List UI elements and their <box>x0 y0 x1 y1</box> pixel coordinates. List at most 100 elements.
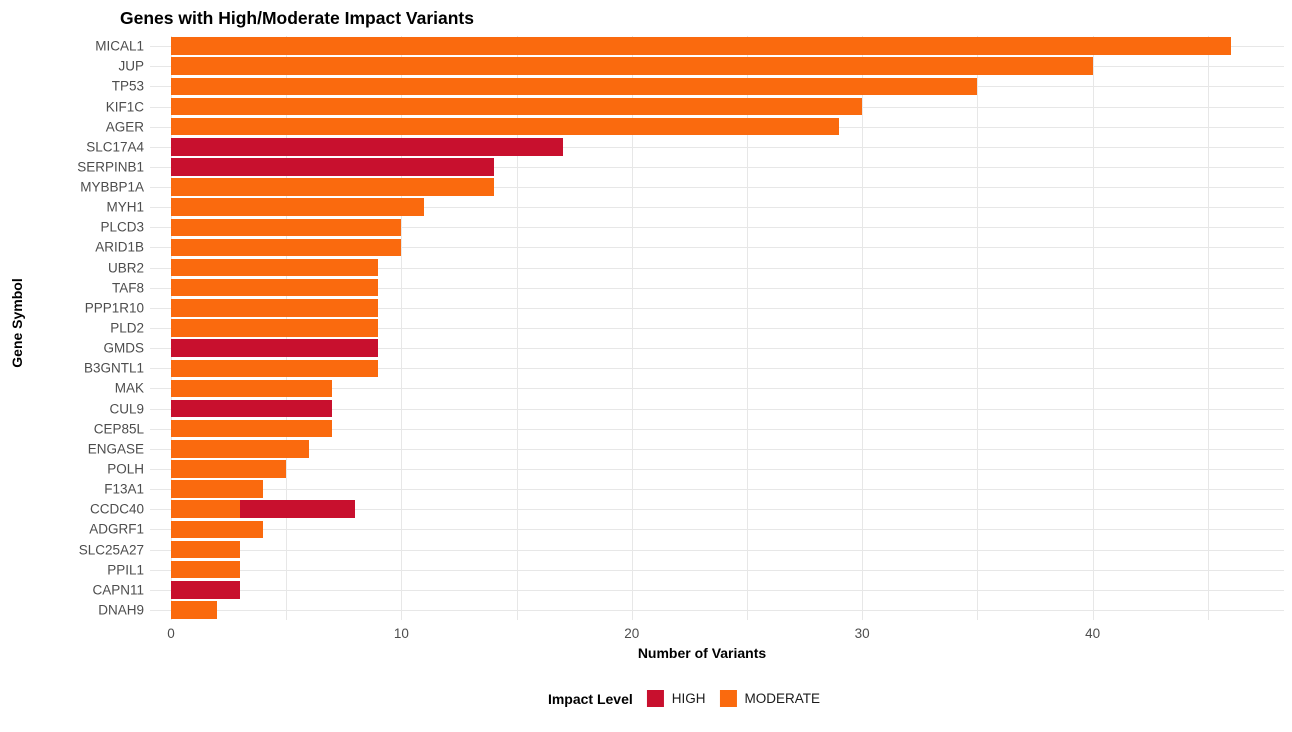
gridline-x <box>862 36 864 620</box>
bar-segment-moderate <box>171 419 333 438</box>
gene-label: KIF1C <box>105 99 144 114</box>
gene-label: POLH <box>107 461 144 477</box>
x-axis-title: Number of Variants <box>637 645 767 661</box>
gridline-x <box>516 36 518 620</box>
gridline-y <box>150 549 1284 551</box>
gene-label: TAF8 <box>111 280 144 296</box>
legend-swatch-high <box>646 690 664 707</box>
gene-label: JUP <box>118 58 144 74</box>
legend-title: Impact Level <box>547 690 633 707</box>
bar-segment-moderate <box>171 37 1231 55</box>
gridline-x <box>401 36 403 620</box>
gene-label: SERPINB1 <box>77 159 144 175</box>
bar-segment-moderate <box>171 238 402 257</box>
gene-label: B3GNTL1 <box>83 360 144 376</box>
bar-segment-moderate <box>171 520 264 539</box>
gridline-x <box>1207 36 1209 620</box>
bar-segment-moderate <box>171 117 840 136</box>
x-tick-label: 0 <box>167 626 175 641</box>
bar-segment-moderate <box>171 218 402 237</box>
gene-label: CAPN11 <box>92 582 144 598</box>
gene-label: MYBBP1A <box>80 179 144 195</box>
gene-label: MYH1 <box>106 199 144 215</box>
gridline-y <box>150 569 1284 571</box>
gridline-x <box>1092 36 1094 620</box>
gene-label: DNAH9 <box>98 602 144 618</box>
gene-label: PPP1R10 <box>84 300 144 316</box>
gene-label: AGER <box>105 119 144 135</box>
bar-segment-moderate <box>171 480 264 498</box>
plot-panel <box>150 36 1284 620</box>
gridline-y <box>150 428 1284 430</box>
gridline-y <box>150 166 1284 168</box>
bar-segment-moderate <box>171 379 333 398</box>
bar-segment-high <box>171 158 494 176</box>
x-tick-label: 30 <box>854 626 870 641</box>
gene-label: MAK <box>114 380 144 396</box>
gene-label: CEP85L <box>93 421 144 437</box>
bar-segment-moderate <box>171 198 425 216</box>
bar-segment-high <box>171 399 333 418</box>
gridline-y <box>150 489 1284 491</box>
gridline-y <box>150 408 1284 410</box>
gridline-y <box>150 368 1284 370</box>
gene-label: MICAL1 <box>95 38 144 54</box>
gene-label: SLC17A4 <box>86 139 144 155</box>
gridline-y <box>150 469 1284 470</box>
bar-segment-moderate <box>171 178 494 196</box>
gridline-y <box>150 207 1284 209</box>
bar-segment-moderate <box>171 278 379 297</box>
bar-segment-moderate <box>171 601 218 619</box>
gene-label: TP53 <box>111 78 144 94</box>
bar-segment-moderate <box>171 57 1093 75</box>
legend-label: HIGH <box>671 691 706 706</box>
legend-swatch-moderate <box>719 690 737 707</box>
x-tick-label: 20 <box>624 626 640 641</box>
bar-segment-moderate <box>171 299 379 317</box>
gridline-y <box>150 328 1284 329</box>
bar-segment-moderate <box>171 440 310 458</box>
bar-segment-high <box>171 581 241 599</box>
gridline-y <box>150 287 1284 289</box>
gridline-y <box>150 388 1284 390</box>
gridline-y <box>150 529 1284 531</box>
gridline-y <box>150 227 1284 229</box>
gene-label: ENGASE <box>87 441 144 457</box>
gene-label: SLC25A27 <box>78 542 144 557</box>
bar-segment-moderate <box>171 77 978 96</box>
gene-label: F13A1 <box>104 481 144 497</box>
bar-segment-moderate <box>171 359 379 378</box>
gene-label: CCDC40 <box>89 501 144 517</box>
gene-label: ADGRF1 <box>89 521 144 537</box>
bar-segment-high <box>171 339 379 357</box>
bar-segment-moderate <box>171 540 241 559</box>
gene-label: CUL9 <box>109 401 144 417</box>
bar-segment-high <box>171 138 563 156</box>
legend-label: MODERATE <box>744 691 821 706</box>
legend-entry: HIGH <box>646 690 706 707</box>
gene-label: PLCD3 <box>100 219 144 235</box>
x-tick-label: 40 <box>1085 626 1101 641</box>
bar-segment-moderate <box>171 460 287 478</box>
bar-segment-moderate <box>171 500 241 518</box>
gridline-y <box>150 187 1284 188</box>
bar-segment-moderate <box>171 319 379 337</box>
legend-entry: MODERATE <box>719 690 821 707</box>
gridline-y <box>150 146 1284 148</box>
gridline-y <box>150 589 1284 591</box>
x-tick-label: 10 <box>393 626 409 641</box>
chart-title: Genes with High/Moderate Impact Variants <box>120 8 474 28</box>
gridline-x <box>977 36 979 620</box>
gene-label: UBR2 <box>107 260 144 276</box>
gridline-y <box>150 509 1284 511</box>
bar-segment-moderate <box>171 258 379 277</box>
bar-segment-moderate <box>171 97 863 116</box>
gene-label: ARID1B <box>95 239 144 255</box>
legend: Impact Level HIGH MODERATE <box>548 690 820 707</box>
gridline-x <box>747 36 748 620</box>
gene-label: GMDS <box>103 340 145 356</box>
gridline-y <box>150 609 1284 611</box>
gene-label: PLD2 <box>110 320 144 336</box>
gridline-y <box>150 307 1284 309</box>
